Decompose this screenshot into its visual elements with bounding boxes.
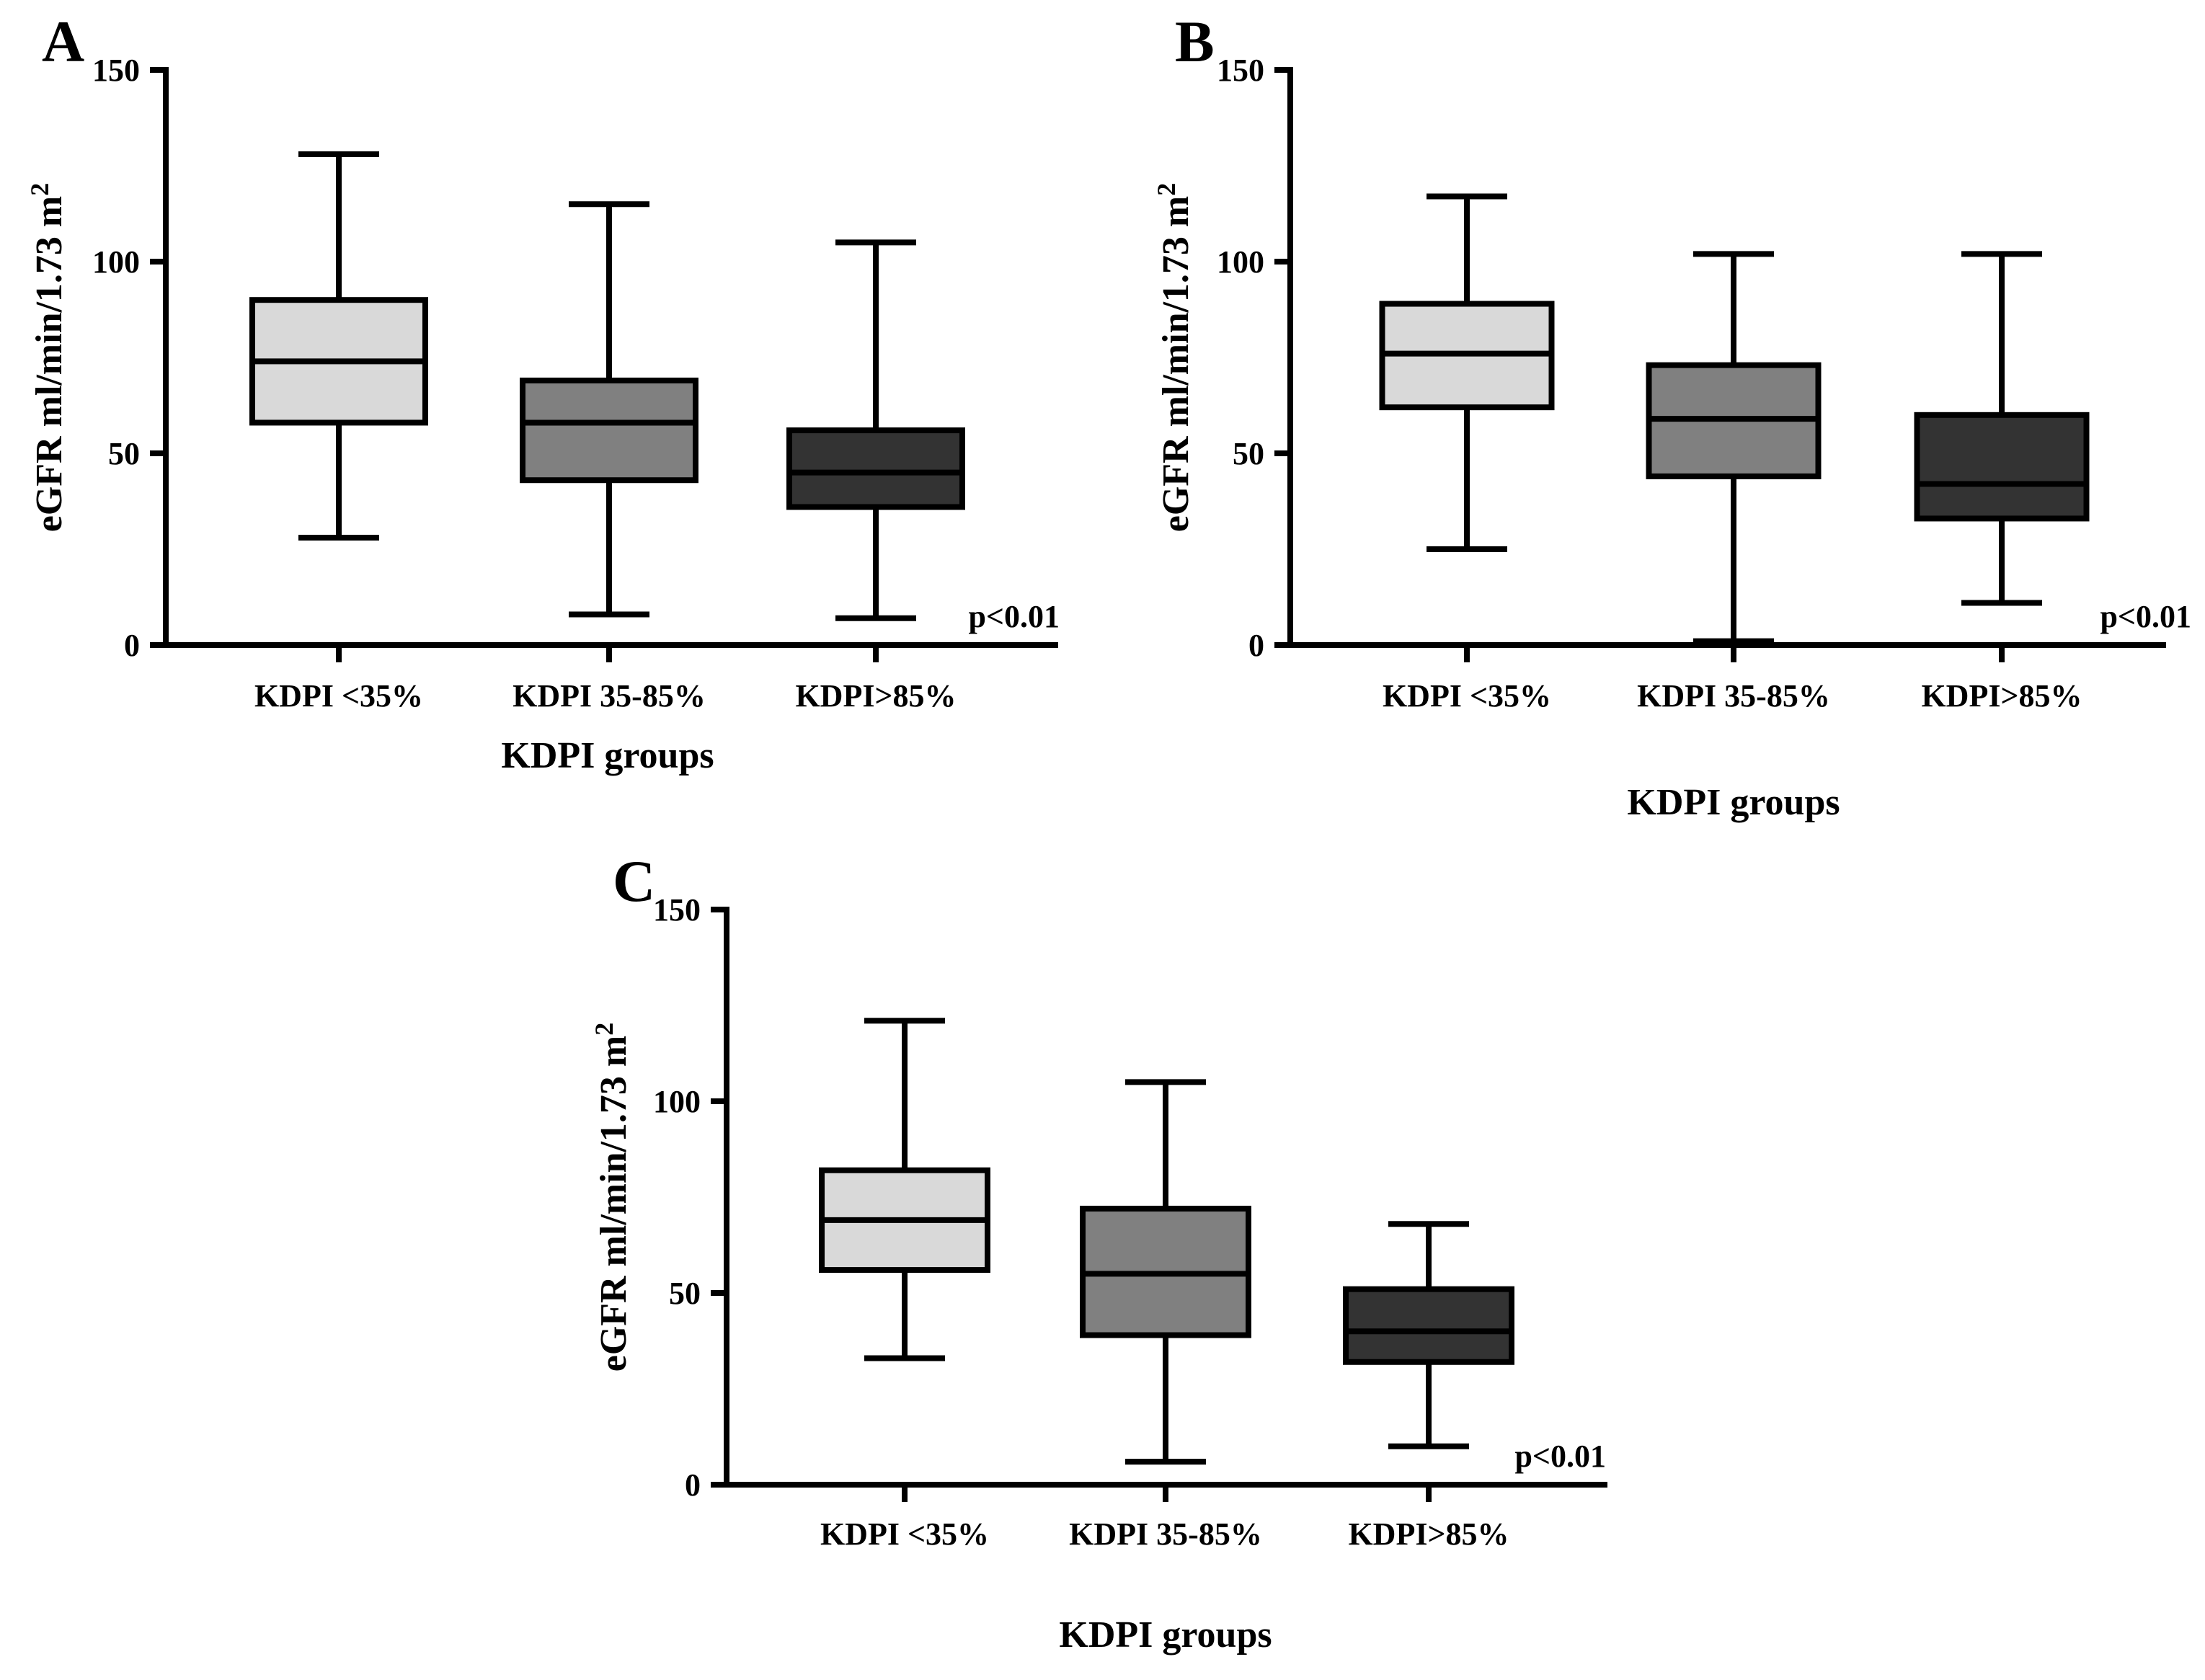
y-tick-label: 0: [685, 1467, 701, 1503]
y-tick-label: 150: [92, 53, 140, 88]
y-tick-label: 50: [669, 1276, 701, 1311]
y-tick-label: 50: [1233, 436, 1264, 471]
panel-label: A: [42, 9, 84, 74]
y-axis-title: eGFR ml/min/1.73 m2: [590, 1023, 634, 1372]
iqr-box: [520, 377, 698, 484]
y-axis-title-text: eGFR ml/min/1.73 m: [593, 1036, 634, 1372]
panel-c: C 0 50 100 150 eGFR ml/min/1.73 m2 KDPI <35% KD…: [590, 848, 1607, 1655]
x-category-label: KDPI>85%: [795, 678, 956, 714]
x-category-label: KDPI <35%: [254, 678, 423, 714]
box-group: KDPI>85%: [1914, 251, 2090, 714]
x-category-label: KDPI 35-85%: [1637, 678, 1830, 714]
box-group: KDPI 35-85%: [513, 201, 706, 714]
y-axis-title: eGFR ml/min/1.73 m2: [1152, 183, 1197, 533]
panel-b: B 0 50 100 150 eGFR ml/min/1.73 m2 KDPI <35% KD…: [1152, 9, 2191, 823]
x-axis-title: KDPI groups: [1627, 782, 1840, 823]
x-axis-title: KDPI groups: [501, 735, 714, 776]
box-group: KDPI <35%: [819, 1018, 990, 1552]
panel-label: B: [1175, 9, 1215, 74]
box-group: KDPI <35%: [249, 151, 428, 714]
p-value-annotation: p<0.01: [1514, 1439, 1606, 1474]
y-tick-label: 100: [1217, 244, 1264, 280]
p-value-annotation: p<0.01: [2100, 599, 2191, 634]
y-tick-label: 0: [1248, 628, 1264, 663]
y-axis-title-text: eGFR ml/min/1.73 m: [1155, 196, 1197, 533]
x-category-label: KDPI 35-85%: [513, 678, 706, 714]
box-group: KDPI 35-85%: [1637, 251, 1830, 714]
y-axis-title-superscript: 2: [1152, 183, 1181, 196]
y-tick-label: 100: [92, 244, 140, 280]
p-value-annotation: p<0.01: [968, 599, 1060, 634]
box-group: KDPI>85%: [786, 239, 965, 714]
x-category-label: KDPI <35%: [1383, 678, 1551, 714]
y-tick-label: 50: [108, 436, 140, 471]
x-category-label: KDPI <35%: [820, 1516, 989, 1552]
x-category-label: KDPI>85%: [1921, 678, 2082, 714]
panel-a: A 0 50 100 150 eGFR ml/min/1.73 m2 KDPI <35% KD…: [25, 9, 1060, 776]
y-axis-title-text: eGFR ml/min/1.73 m: [29, 196, 70, 533]
y-tick-label: 150: [1217, 53, 1264, 88]
y-axis-title-superscript: 2: [590, 1023, 618, 1036]
y-tick-label: 100: [653, 1084, 701, 1119]
iqr-box: [1914, 412, 2090, 522]
x-category-label: KDPI 35-85%: [1069, 1516, 1262, 1552]
iqr-box: [786, 427, 965, 510]
y-tick-label: 0: [124, 628, 140, 663]
box-group: KDPI>85%: [1343, 1221, 1514, 1552]
x-category-label: KDPI>85%: [1348, 1516, 1509, 1552]
y-axis-title-superscript: 2: [25, 183, 54, 196]
y-tick-label: 150: [653, 892, 701, 928]
box-group: KDPI <35%: [1379, 193, 1555, 714]
y-axis-title: eGFR ml/min/1.73 m2: [25, 183, 70, 533]
box-group: KDPI 35-85%: [1069, 1079, 1262, 1552]
x-axis-title: KDPI groups: [1059, 1614, 1272, 1655]
panel-label: C: [613, 848, 655, 914]
iqr-box: [1343, 1286, 1514, 1365]
